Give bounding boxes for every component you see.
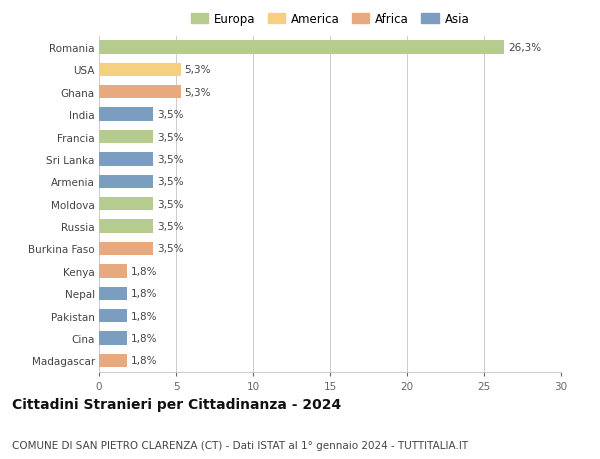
Text: 3,5%: 3,5% [157,177,183,187]
Text: COMUNE DI SAN PIETRO CLARENZA (CT) - Dati ISTAT al 1° gennaio 2024 - TUTTITALIA.: COMUNE DI SAN PIETRO CLARENZA (CT) - Dat… [12,440,468,450]
Text: Cittadini Stranieri per Cittadinanza - 2024: Cittadini Stranieri per Cittadinanza - 2… [12,397,341,411]
Bar [99,197,153,211]
Text: 3,5%: 3,5% [157,199,183,209]
Bar [99,153,153,166]
Bar [99,86,181,99]
Text: 3,5%: 3,5% [157,222,183,232]
Text: 1,8%: 1,8% [131,333,157,343]
Bar [99,63,181,77]
Text: 5,3%: 5,3% [184,88,211,98]
Text: 5,3%: 5,3% [184,65,211,75]
Bar [99,331,127,345]
Text: 1,8%: 1,8% [131,289,157,299]
Bar [99,41,504,55]
Text: 1,8%: 1,8% [131,356,157,366]
Text: 1,8%: 1,8% [131,266,157,276]
Bar [99,130,153,144]
Text: 3,5%: 3,5% [157,244,183,254]
Text: 3,5%: 3,5% [157,132,183,142]
Bar [99,175,153,189]
Bar [99,287,127,300]
Bar [99,309,127,323]
Bar [99,264,127,278]
Bar [99,354,127,367]
Text: 26,3%: 26,3% [508,43,541,53]
Text: 3,5%: 3,5% [157,110,183,120]
Bar [99,108,153,122]
Text: 3,5%: 3,5% [157,155,183,165]
Legend: Europa, America, Africa, Asia: Europa, America, Africa, Asia [188,11,472,28]
Text: 1,8%: 1,8% [131,311,157,321]
Bar [99,242,153,256]
Bar [99,220,153,233]
